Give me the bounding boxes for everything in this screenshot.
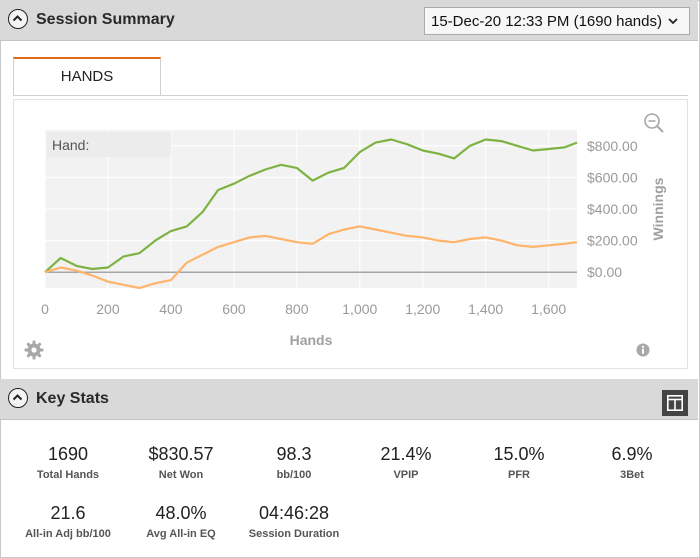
stat-label: Total Hands	[36, 469, 100, 481]
stat-value: 1690	[47, 444, 89, 464]
chevron-up-icon	[12, 394, 23, 401]
chevron-up-icon	[12, 15, 23, 22]
stat-vpip: 21.4% VPIP	[351, 444, 461, 481]
key-stats-title: Key Stats	[36, 390, 109, 407]
stat-allin-adj-bb100: 21.6 All-in Adj bb/100	[13, 503, 123, 540]
collapse-key-stats-button[interactable]	[8, 388, 28, 408]
winnings-chart: 0 200 400 600 800 1,000 1,200 1,400 1,600 $0.00 $2…	[41, 130, 666, 348]
y-tick-label: $0.00	[587, 264, 622, 280]
x-tick-label: 400	[159, 301, 183, 317]
session-selector[interactable]: 15-Dec-20 12:33 PM (1690 hands)	[424, 7, 690, 35]
y-tick-label: $200.00	[587, 233, 638, 249]
stat-bb-100: 98.3 bb/100	[239, 444, 349, 481]
chevron-down-icon	[668, 18, 678, 25]
stat-label: Net Won	[158, 469, 204, 481]
x-tick-label: 600	[222, 301, 246, 317]
gear-icon[interactable]	[24, 340, 44, 365]
stat-label: PFR	[508, 469, 530, 481]
x-axis-label: Hands	[290, 332, 333, 348]
stat-total-hands: 1690 Total Hands	[13, 444, 123, 481]
stat-value: 21.6	[50, 503, 86, 523]
stat-value: $830.57	[148, 444, 214, 464]
session-summary-header: Session Summary 15-Dec-20 12:33 PM (1690…	[0, 0, 698, 41]
x-tick-label: 1,000	[342, 301, 377, 317]
y-axis-label: Winnings	[650, 177, 666, 240]
x-tick-label: 1,200	[405, 301, 440, 317]
stat-pfr: 15.0% PFR	[464, 444, 574, 481]
tab-divider	[13, 95, 688, 96]
stat-3bet: 6.9% 3Bet	[577, 444, 687, 481]
panel-layout-icon	[667, 395, 683, 411]
layout-toggle-button[interactable]	[662, 390, 688, 416]
stat-value: 98.3	[276, 444, 312, 464]
hand-tooltip-box	[47, 132, 171, 157]
y-tick-label: $400.00	[587, 201, 638, 217]
tab-hands[interactable]: HANDS	[13, 57, 161, 95]
stat-label: 3Bet	[620, 469, 644, 481]
stat-value: 04:46:28	[258, 503, 330, 523]
series-line-0	[44, 138, 578, 274]
stat-net-won: $830.57 Net Won	[126, 444, 236, 481]
series-line-1	[44, 225, 578, 290]
stat-label: Avg All-in EQ	[146, 528, 216, 540]
info-icon[interactable]	[636, 343, 650, 362]
stat-value: 48.0%	[155, 503, 207, 523]
collapse-session-summary-button[interactable]	[8, 9, 28, 29]
zoom-out-icon[interactable]	[643, 112, 665, 139]
stat-session-duration: 04:46:28 Session Duration	[239, 503, 349, 540]
session-selector-value: 15-Dec-20 12:33 PM (1690 hands)	[431, 13, 662, 30]
stat-label: VPIP	[393, 469, 419, 481]
stat-value: 6.9%	[611, 444, 653, 464]
x-tick-label: 200	[96, 301, 120, 317]
x-tick-label: 1,400	[468, 301, 503, 317]
stat-value: 21.4%	[380, 444, 432, 464]
stat-label: Session Duration	[248, 528, 340, 540]
stat-label: bb/100	[276, 469, 312, 481]
stat-value: 15.0%	[493, 444, 545, 464]
key-stats-header: Key Stats	[0, 379, 698, 420]
y-tick-label: $800.00	[587, 138, 638, 154]
x-tick-label: 0	[41, 301, 49, 317]
y-tick-label: $600.00	[587, 169, 638, 185]
x-tick-label: 1,600	[531, 301, 566, 317]
session-summary-title: Session Summary	[36, 11, 175, 28]
hand-tooltip-label: Hand:	[52, 137, 89, 153]
x-tick-label: 800	[285, 301, 309, 317]
stat-avg-allin-eq: 48.0% Avg All-in EQ	[126, 503, 236, 540]
stat-label: All-in Adj bb/100	[25, 528, 111, 540]
